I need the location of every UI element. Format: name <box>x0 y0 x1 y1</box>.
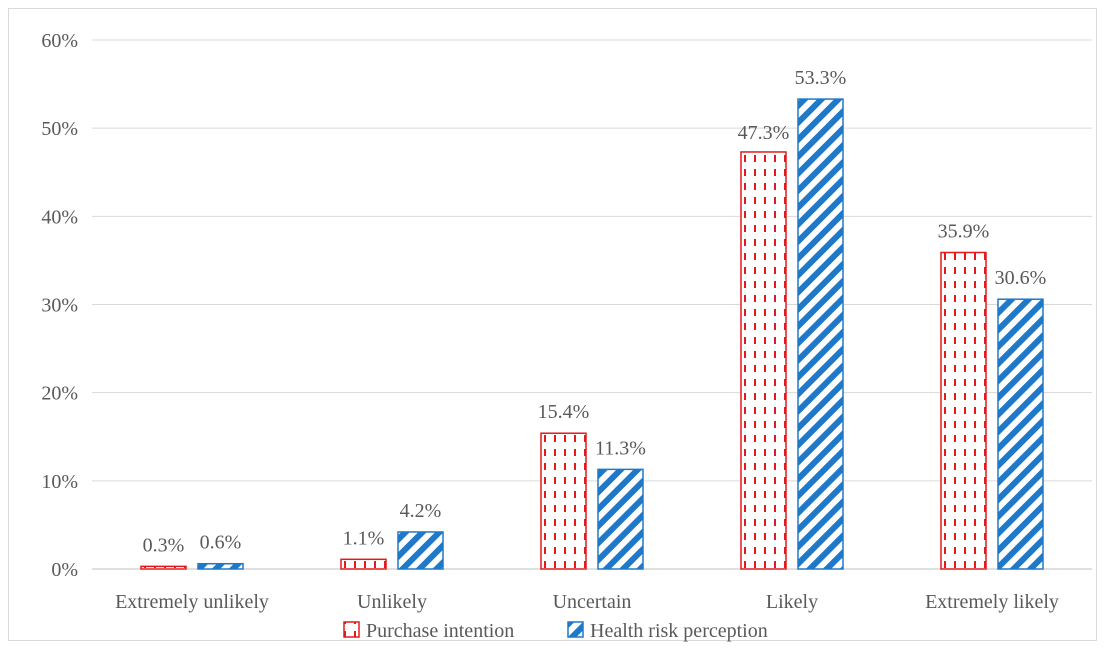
bars <box>140 98 1044 570</box>
bar-purchase-intention <box>940 251 987 570</box>
bar-health-risk-perception <box>997 298 1044 570</box>
data-label: 15.4% <box>538 401 590 423</box>
data-label: 0.6% <box>200 532 242 554</box>
bar-purchase-intention <box>740 151 787 570</box>
y-axis-ticks: 0% 10% 20% 30% 40% 50% 60% <box>41 30 78 581</box>
bar-health-risk-perception <box>397 531 444 570</box>
legend: Purchase intention Health risk perception <box>343 620 768 642</box>
x-category-label: Unlikely <box>357 591 427 613</box>
data-label: 11.3% <box>595 437 646 459</box>
y-tick-label: 10% <box>41 471 78 493</box>
legend-swatch <box>567 621 584 638</box>
legend-swatch <box>343 621 360 638</box>
data-labels: 0.3% 0.6% 1.1% 4.2% 15.4%11.3% 47.3% 53.3% 35.9… <box>143 67 1047 556</box>
bar-health-risk-perception <box>597 468 644 570</box>
x-category-label: Likely <box>766 591 818 613</box>
data-label: 47.3% <box>738 122 790 144</box>
legend-label: Health risk perception <box>590 620 768 642</box>
x-category-label: Extremely likely <box>925 591 1059 613</box>
data-label: 30.6% <box>995 267 1047 289</box>
data-label: 0.3% <box>143 534 185 556</box>
bar-health-risk-perception <box>197 562 244 570</box>
bar-purchase-intention <box>340 558 387 570</box>
gridlines <box>92 39 1092 570</box>
y-tick-label: 40% <box>41 206 78 228</box>
data-label: 4.2% <box>400 500 442 522</box>
data-label: 1.1% <box>343 527 385 549</box>
bar-purchase-intention <box>140 565 187 570</box>
data-label: 35.9% <box>938 220 990 242</box>
y-tick-label: 30% <box>41 295 78 317</box>
y-tick-label: 60% <box>41 30 78 52</box>
y-tick-label: 50% <box>41 118 78 140</box>
data-label: 53.3% <box>795 67 847 89</box>
legend-label: Purchase intention <box>366 620 514 642</box>
x-category-label: Extremely unlikely <box>115 591 269 613</box>
bar-purchase-intention <box>540 432 587 570</box>
x-category-label: Uncertain <box>553 591 632 613</box>
bar-health-risk-perception <box>797 98 844 570</box>
x-axis-categories: Extremely unlikely Unlikely Uncertain Likel… <box>115 591 1059 613</box>
y-tick-label: 0% <box>51 559 78 581</box>
y-tick-label: 20% <box>41 383 78 405</box>
